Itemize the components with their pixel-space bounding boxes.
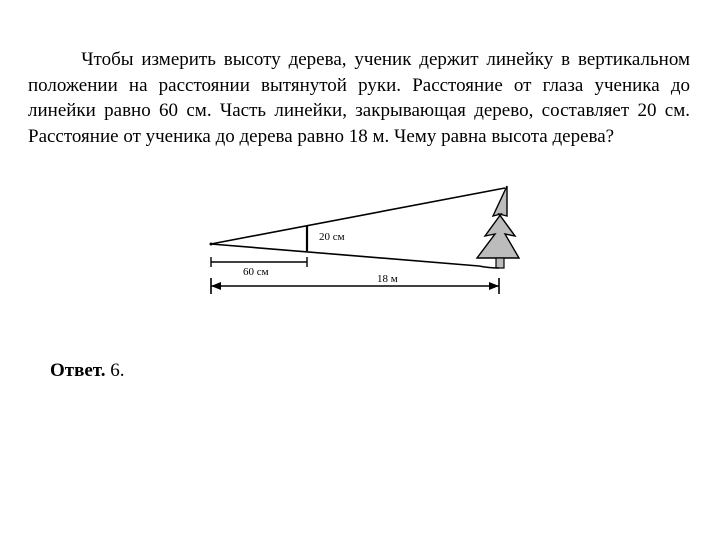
dim-18-arrow-right: [489, 282, 499, 290]
answer-value: 6.: [110, 360, 124, 381]
dim-18-arrow-left: [211, 282, 221, 290]
sight-line-top: [211, 188, 505, 244]
page: Чтобы измерить высоту дерева, ученик дер…: [0, 0, 720, 422]
answer-line: Ответ. 6.: [50, 358, 690, 384]
ruler-label: 20 см: [319, 231, 345, 243]
tree-icon: [477, 186, 519, 268]
sight-line-bottom: [211, 244, 479, 266]
dim-18-label: 18 м: [377, 273, 398, 285]
dim-60-label: 60 см: [243, 266, 269, 278]
problem-text: Чтобы измерить высоту дерева, ученик дер…: [28, 47, 690, 150]
answer-label: Ответ.: [50, 360, 105, 381]
figure-container: 20 см 60 см 18 м: [28, 178, 690, 308]
geometry-figure: 20 см 60 см 18 м: [179, 178, 539, 308]
